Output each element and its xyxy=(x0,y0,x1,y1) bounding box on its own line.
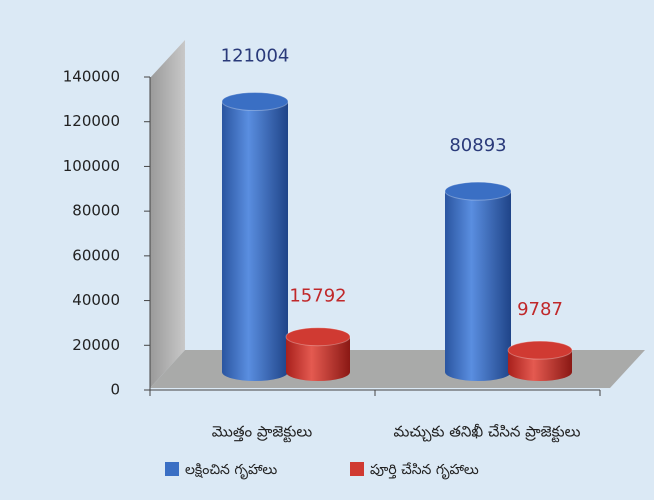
y-tick-label: 140000 xyxy=(63,68,120,86)
data-label: 9787 xyxy=(517,299,563,320)
y-tick-label: 40000 xyxy=(72,291,120,309)
cylinder xyxy=(507,340,573,381)
data-label: 121004 xyxy=(221,45,290,66)
y-tick-label: 20000 xyxy=(72,336,120,354)
x-tick-label: మొత్తం ప్రాజెక్టులు xyxy=(212,423,312,443)
x-tick-label: మచ్చుకు తనిఖీ చేసిన ప్రాజెక్టులు xyxy=(394,423,581,443)
data-label: 80893 xyxy=(449,135,506,156)
cylinder xyxy=(444,181,512,381)
legend-label: లక్షించిన గృహాలు xyxy=(185,462,277,480)
cylinder xyxy=(285,327,351,381)
side-wall xyxy=(150,40,185,388)
y-tick-label: 60000 xyxy=(72,246,120,264)
legend-label: పూర్తి చేసిన గృహాలు xyxy=(370,462,479,480)
y-tick-label: 0 xyxy=(110,381,120,399)
data-label: 15792 xyxy=(289,286,346,307)
y-tick-label: 100000 xyxy=(63,157,120,175)
legend-swatch xyxy=(350,462,364,476)
cylinder xyxy=(221,91,289,381)
y-tick-label: 120000 xyxy=(63,112,120,130)
y-tick-label: 80000 xyxy=(72,202,120,220)
legend-swatch xyxy=(165,462,179,476)
